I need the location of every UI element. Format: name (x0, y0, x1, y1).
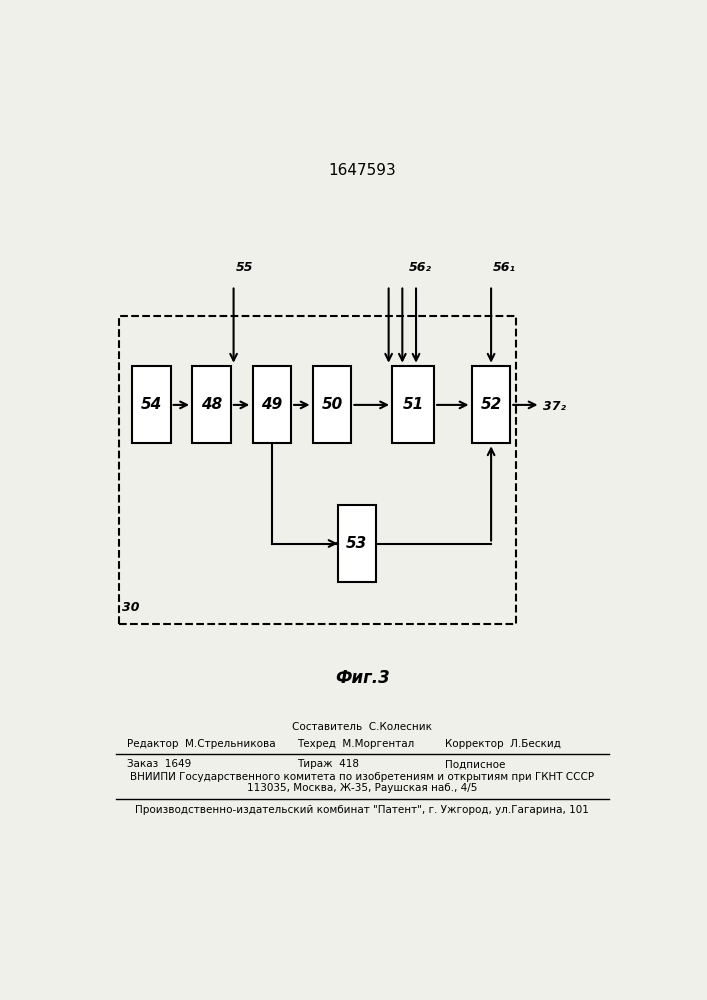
Bar (119, 316, 515, 624)
Text: 56₁: 56₁ (493, 261, 515, 274)
Text: Тираж  418: Тираж 418 (297, 759, 358, 769)
Bar (253, 366, 291, 443)
Bar (192, 366, 231, 443)
Text: Техред  М.Моргентал: Техред М.Моргентал (297, 739, 414, 749)
Bar (392, 366, 433, 443)
Text: 30: 30 (122, 601, 140, 614)
Text: 50: 50 (322, 397, 343, 412)
Text: ВНИИПИ Государственного комитета по изобретениям и открытиям при ГКНТ СССР: ВНИИПИ Государственного комитета по изоб… (130, 772, 595, 782)
Bar (472, 366, 510, 443)
Bar (132, 366, 170, 443)
Text: 56₂: 56₂ (409, 261, 432, 274)
Text: Производственно-издательский комбинат "Патент", г. Ужгород, ул.Гагарина, 101: Производственно-издательский комбинат "П… (136, 805, 589, 815)
Text: 48: 48 (201, 397, 222, 412)
Bar (338, 505, 376, 582)
Text: 1647593: 1647593 (329, 163, 396, 178)
Text: 53: 53 (346, 536, 368, 551)
Text: 49: 49 (262, 397, 283, 412)
Text: 55: 55 (236, 261, 254, 274)
Text: Редактор  М.Стрельникова: Редактор М.Стрельникова (127, 739, 275, 749)
Text: 54: 54 (141, 397, 162, 412)
Bar (313, 366, 351, 443)
Text: Составитель  С.Колесник: Составитель С.Колесник (292, 722, 433, 732)
Text: 52: 52 (481, 397, 502, 412)
Text: Подписное: Подписное (445, 759, 505, 769)
Text: 37₂: 37₂ (543, 400, 566, 413)
Text: 113035, Москва, Ж-35, Раушская наб., 4/5: 113035, Москва, Ж-35, Раушская наб., 4/5 (247, 783, 477, 793)
Text: 51: 51 (402, 397, 423, 412)
Text: Корректор  Л.Бескид: Корректор Л.Бескид (445, 739, 561, 749)
Text: Заказ  1649: Заказ 1649 (127, 759, 191, 769)
Text: Фиг.3: Фиг.3 (335, 669, 390, 687)
